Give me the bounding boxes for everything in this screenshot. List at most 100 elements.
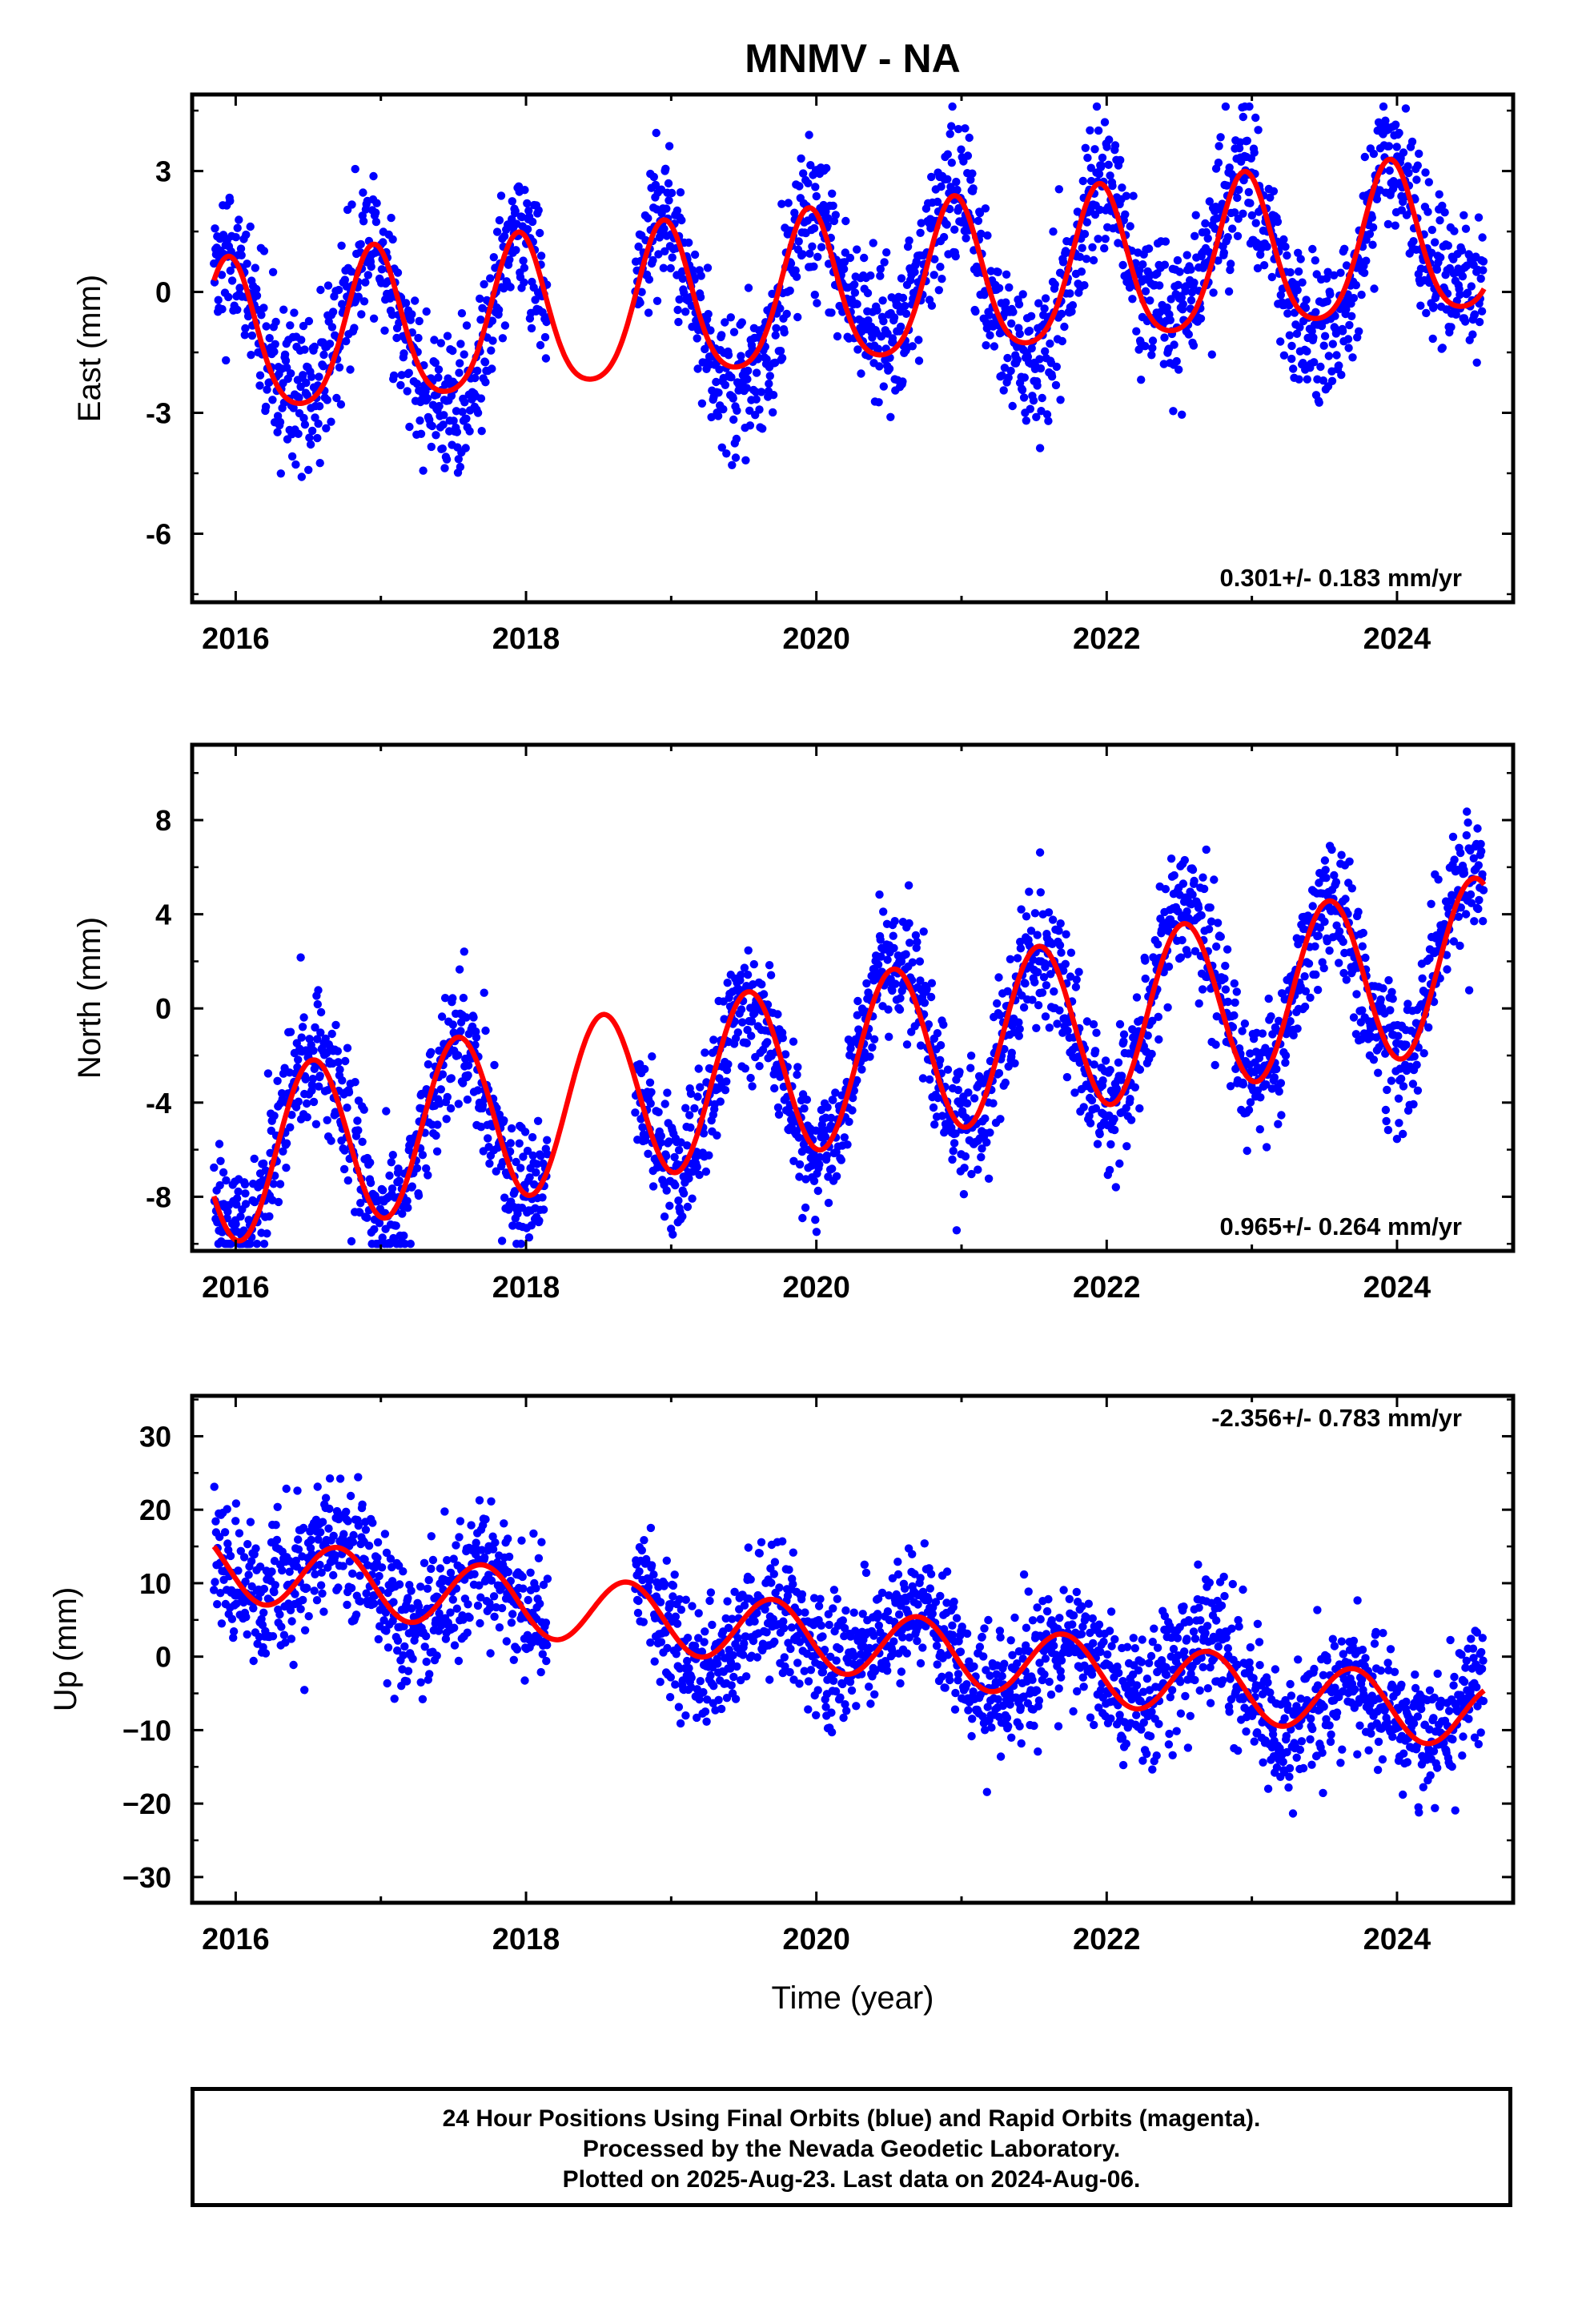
data-point [491, 1538, 500, 1547]
data-point [233, 223, 242, 232]
data-point [1258, 1029, 1267, 1038]
data-point [1264, 994, 1273, 1003]
data-point [455, 965, 464, 974]
data-point [1154, 1035, 1163, 1044]
data-point [231, 1220, 240, 1228]
data-point [241, 1189, 250, 1198]
data-point [266, 1148, 275, 1158]
x-tick-label: 2020 [782, 622, 850, 656]
data-point [287, 1634, 296, 1643]
data-point [913, 938, 921, 947]
data-point [1352, 990, 1361, 999]
data-point [530, 1180, 539, 1189]
data-point [268, 1632, 278, 1641]
data-point [1197, 911, 1206, 920]
data-point [422, 1164, 431, 1173]
data-point [1392, 143, 1401, 151]
data-point [849, 1093, 857, 1103]
data-point [936, 1055, 945, 1065]
data-point [315, 1082, 323, 1091]
data-point [381, 1608, 391, 1617]
data-point [1178, 300, 1187, 308]
data-point [310, 1586, 319, 1595]
data-point [299, 1595, 307, 1605]
data-point [457, 309, 467, 318]
data-point [297, 1033, 306, 1042]
data-point [1014, 300, 1024, 309]
data-point [379, 238, 387, 247]
data-point [717, 331, 726, 340]
data-point [282, 1164, 291, 1172]
data-point [1039, 973, 1049, 982]
data-point [647, 1088, 656, 1097]
data-point [299, 413, 308, 423]
data-point [1045, 1023, 1054, 1032]
data-point [1106, 1066, 1114, 1075]
data-point [763, 1038, 772, 1047]
data-point [916, 976, 925, 985]
data-point [446, 1568, 456, 1578]
data-point [1061, 959, 1070, 969]
data-point [1368, 240, 1377, 249]
data-point [414, 1191, 424, 1200]
data-point [1088, 243, 1097, 251]
data-point [1029, 396, 1038, 405]
data-point [696, 1083, 705, 1092]
data-point [1324, 352, 1334, 360]
data-point [480, 358, 490, 367]
data-point [529, 1529, 538, 1538]
data-point [879, 382, 889, 391]
data-point [1262, 1080, 1271, 1089]
data-point [948, 1155, 957, 1164]
data-point [1359, 928, 1368, 938]
data-point [745, 421, 755, 430]
data-point [821, 1132, 830, 1141]
data-point [1105, 1165, 1114, 1175]
data-point [281, 356, 291, 365]
data-point [1119, 1030, 1129, 1039]
data-point [224, 292, 233, 302]
data-point [539, 1205, 548, 1214]
data-point [536, 340, 545, 350]
data-point [1466, 890, 1476, 899]
data-point [364, 1542, 374, 1550]
y-tick-label: 8 [155, 804, 171, 837]
data-point [434, 365, 444, 374]
data-point [1326, 290, 1335, 299]
data-point [938, 1112, 947, 1120]
data-point [1419, 1049, 1428, 1058]
data-point [863, 288, 873, 298]
data-point [440, 411, 448, 420]
data-point [335, 1474, 345, 1483]
data-point [275, 417, 285, 427]
data-point [1251, 113, 1260, 123]
data-point [1066, 948, 1076, 957]
data-point [1206, 903, 1215, 912]
data-point [448, 346, 457, 356]
data-point [1102, 143, 1111, 151]
data-point [869, 239, 877, 247]
data-point [773, 1010, 782, 1019]
data-point [307, 372, 316, 381]
data-point [1006, 955, 1015, 964]
data-point [1020, 373, 1030, 382]
up-data-points [210, 1473, 1488, 1818]
data-point [298, 1023, 307, 1031]
data-point [1122, 1142, 1131, 1151]
data-point [631, 1108, 640, 1117]
data-point [645, 1078, 655, 1088]
data-point [1438, 344, 1447, 352]
data-point [538, 1193, 547, 1202]
data-point [480, 279, 488, 289]
data-point [449, 416, 458, 425]
data-point [433, 1120, 442, 1129]
data-point [1041, 963, 1050, 971]
data-point [1469, 854, 1479, 863]
data-point [707, 412, 716, 422]
data-point [283, 363, 291, 372]
data-point [541, 354, 551, 363]
data-point [1198, 985, 1207, 994]
data-point [1022, 912, 1031, 921]
data-point [1295, 323, 1304, 332]
data-point [1174, 365, 1183, 374]
